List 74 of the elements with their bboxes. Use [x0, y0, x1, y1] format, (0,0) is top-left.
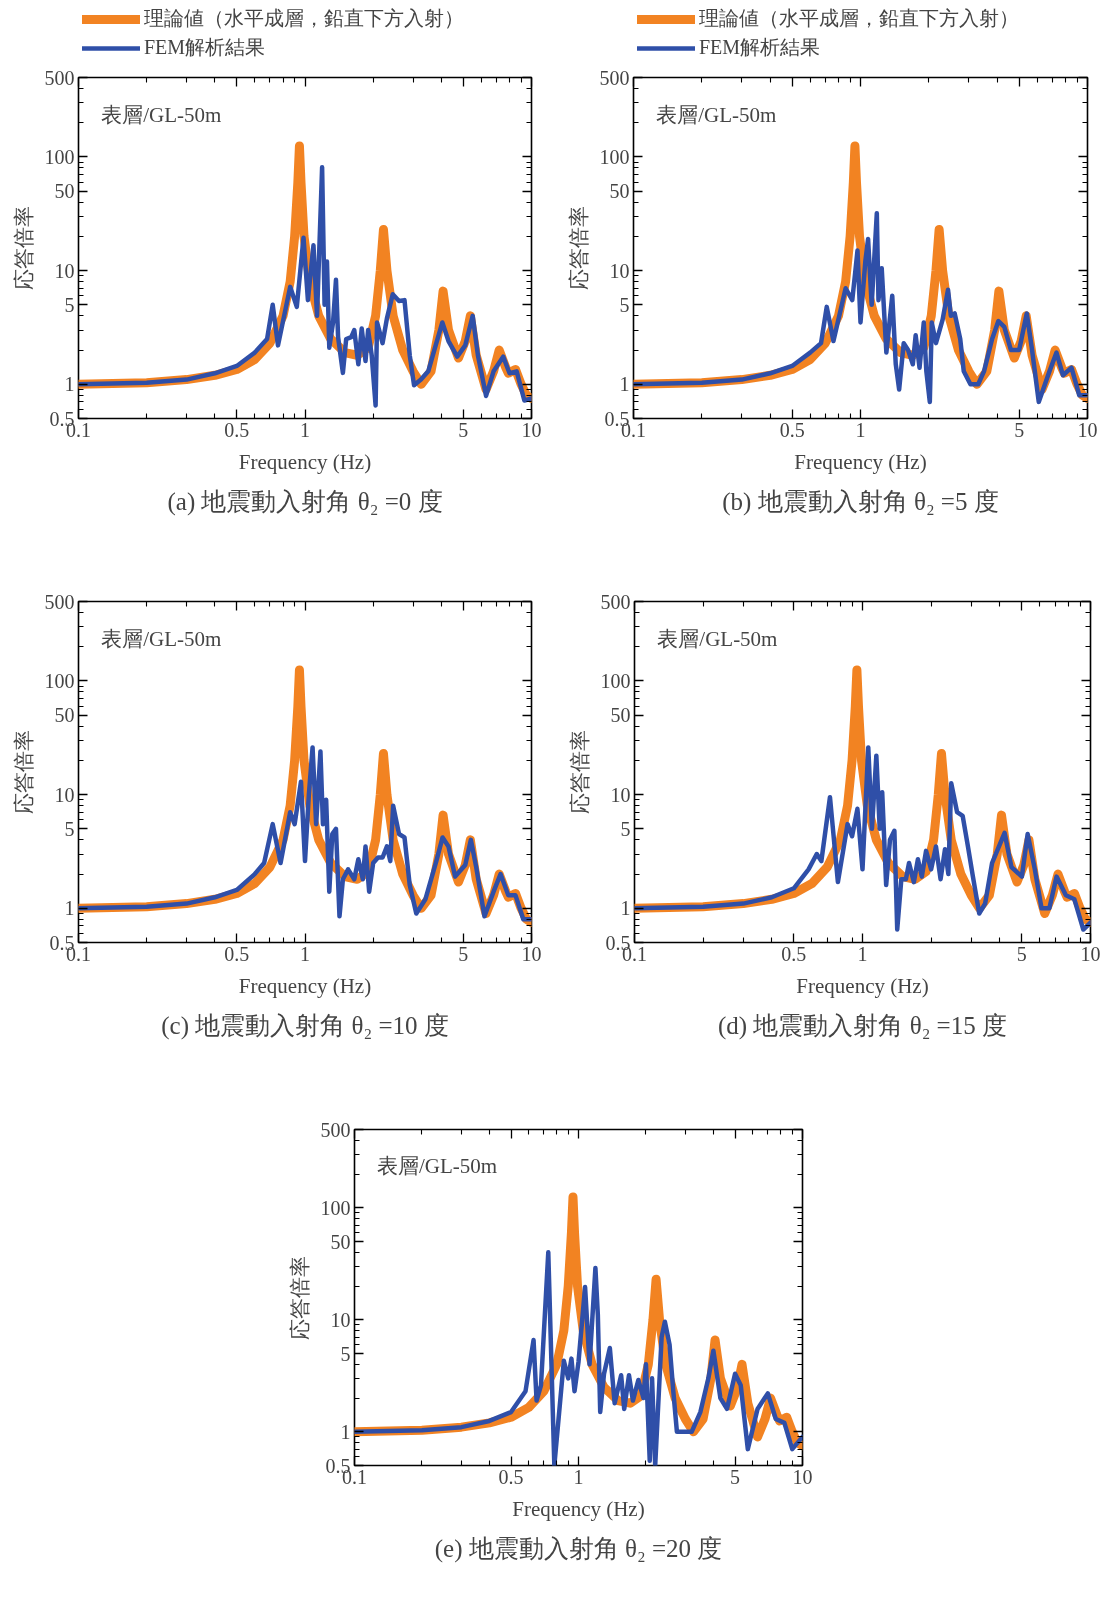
y-tick-label: 1: [620, 897, 631, 920]
annotation: 表層/GL-50m: [376, 1154, 498, 1179]
y-tick-label: 50: [330, 1230, 351, 1253]
y-tick-label: 500: [320, 1118, 351, 1141]
y-tick-label: 100: [44, 145, 75, 168]
x-tick-label: 1: [855, 418, 866, 441]
y-tick-label: 10: [330, 1308, 351, 1331]
y-tick-label: 1: [64, 373, 75, 396]
legend-label: FEM解析結果: [699, 35, 821, 60]
legend-label: 理論値（水平成層，鉛直下方入射）: [699, 6, 1019, 31]
text: (d) 地震動入射角 θ₂ =15 度: [718, 1011, 1007, 1040]
x-tick-label: 10: [521, 942, 542, 965]
y-axis-title: 応答倍率: [287, 1255, 312, 1340]
x-tick-label: 10: [1077, 418, 1098, 441]
y-tick-label: 500: [599, 66, 630, 89]
y-tick-label: 100: [44, 669, 75, 692]
y-tick-label: 10: [54, 259, 75, 282]
x-tick-label: 0.5: [224, 942, 250, 965]
x-tick-label: 5: [730, 1465, 741, 1488]
text: (c) 地震動入射角 θ₂ =10 度: [161, 1011, 449, 1040]
legend-label: 理論値（水平成層，鉛直下方入射）: [144, 6, 464, 31]
y-axis-title: 応答倍率: [11, 206, 36, 290]
y-tick-label: 10: [54, 783, 75, 806]
y-tick-label: 50: [54, 704, 75, 727]
annotation: 表層/GL-50m: [101, 627, 222, 652]
x-tick-label: 5: [1016, 942, 1027, 965]
x-tick-label: 1: [573, 1465, 584, 1488]
y-tick-label: 5: [340, 1342, 351, 1365]
annotation: 表層/GL-50m: [656, 103, 777, 128]
y-axis-title: 応答倍率: [567, 730, 592, 814]
x-tick-label: 10: [1080, 942, 1101, 965]
text: (b) 地震動入射角 θ₂ =5 度: [722, 487, 999, 516]
x-axis-title: Frequency (Hz): [238, 973, 372, 998]
x-axis-title: Frequency (Hz): [796, 973, 929, 998]
x-axis-title: Frequency (Hz): [512, 1496, 645, 1521]
y-tick-label: 1: [619, 373, 630, 396]
y-tick-label: 1: [340, 1420, 351, 1443]
x-tick-label: 1: [300, 418, 310, 441]
y-tick-label: 5: [64, 817, 75, 840]
y-tick-label: 10: [610, 783, 631, 806]
y-tick-label: 100: [599, 145, 630, 168]
x-tick-label: 1: [857, 942, 868, 965]
y-tick-label: 5: [620, 817, 631, 840]
y-tick-label: 5: [64, 293, 75, 316]
x-tick-label: 0.5: [224, 418, 250, 441]
x-tick-label: 5: [458, 942, 469, 965]
y-tick-label: 10: [609, 259, 630, 282]
annotation: 表層/GL-50m: [657, 627, 778, 652]
text: (a) 地震動入射角 θ₂ =0 度: [167, 487, 443, 516]
y-tick-label: 50: [610, 704, 631, 727]
y-tick-label: 500: [44, 590, 75, 613]
y-tick-label: 5: [619, 293, 630, 316]
x-tick-label: 0.5: [781, 942, 807, 965]
y-axis-title: 応答倍率: [566, 206, 591, 290]
x-tick-label: 0.5: [498, 1465, 524, 1488]
legend-label: FEM解析結果: [144, 35, 266, 60]
y-axis-title: 応答倍率: [11, 730, 36, 814]
x-tick-label: 5: [1014, 418, 1025, 441]
x-axis-title: Frequency (Hz): [794, 449, 927, 474]
y-tick-label: 50: [609, 180, 630, 203]
y-tick-label: 500: [44, 66, 75, 89]
x-tick-label: 1: [300, 942, 310, 965]
y-tick-label: 500: [600, 590, 631, 613]
annotation: 表層/GL-50m: [101, 103, 222, 128]
text: (e) 地震動入射角 θ₂ =20 度: [434, 1534, 723, 1563]
x-tick-label: 5: [458, 418, 469, 441]
y-tick-label: 1: [64, 897, 75, 920]
x-tick-label: 0.5: [779, 418, 805, 441]
y-tick-label: 100: [320, 1196, 351, 1219]
x-axis-title: Frequency (Hz): [238, 449, 372, 474]
y-tick-label: 50: [54, 180, 75, 203]
x-tick-label: 10: [521, 418, 542, 441]
y-tick-label: 100: [600, 669, 631, 692]
x-tick-label: 10: [792, 1465, 813, 1488]
